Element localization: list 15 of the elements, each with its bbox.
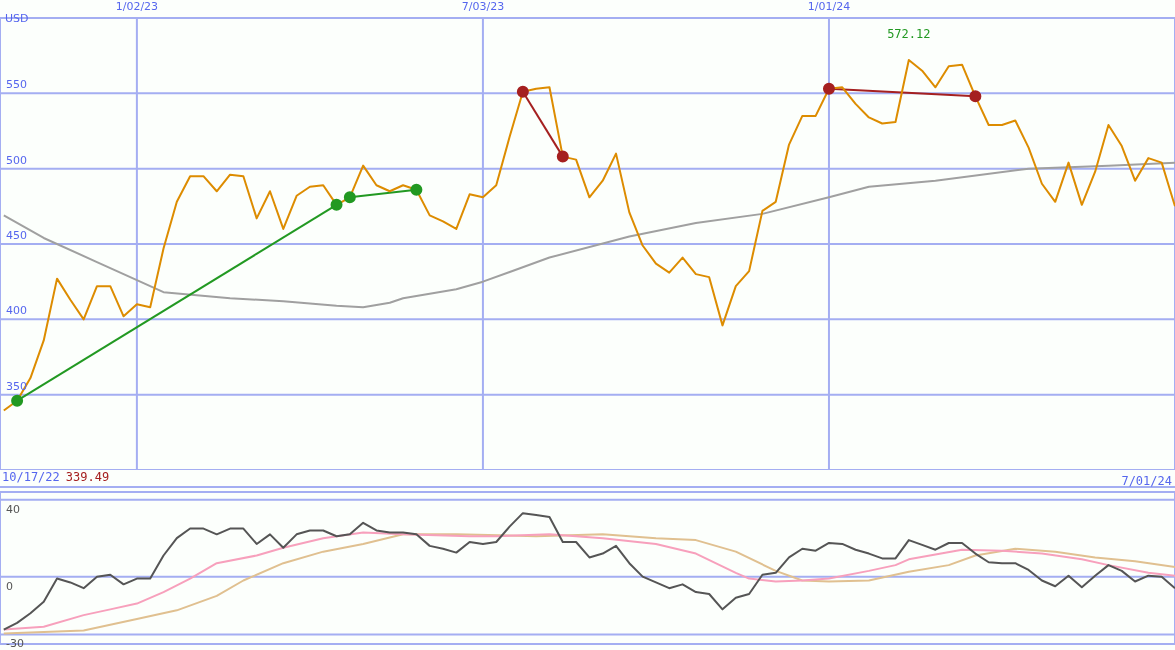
y-tick-label: -30 — [6, 637, 24, 650]
y-tick-label: 400 — [6, 304, 27, 318]
annotation: 339.49 — [65, 470, 110, 484]
x-tick-label: 7/03/23 — [461, 0, 505, 13]
x-tick-label: 1/02/23 — [115, 0, 159, 13]
y-tick-label: 40 — [6, 502, 20, 516]
y-tick-label: 450 — [6, 228, 27, 242]
y-axis-title: USD — [5, 12, 29, 25]
y-tick-label: 0 — [6, 579, 13, 593]
text: 7/01/24 — [1121, 474, 1172, 488]
y-tick-label: 550 — [6, 78, 27, 92]
x-tick-label: 1/01/24 — [807, 0, 851, 13]
y-tick-label: 500 — [6, 153, 27, 167]
annotation: 572.12 — [887, 27, 931, 42]
annotation: 10/17/22 — [2, 470, 60, 484]
